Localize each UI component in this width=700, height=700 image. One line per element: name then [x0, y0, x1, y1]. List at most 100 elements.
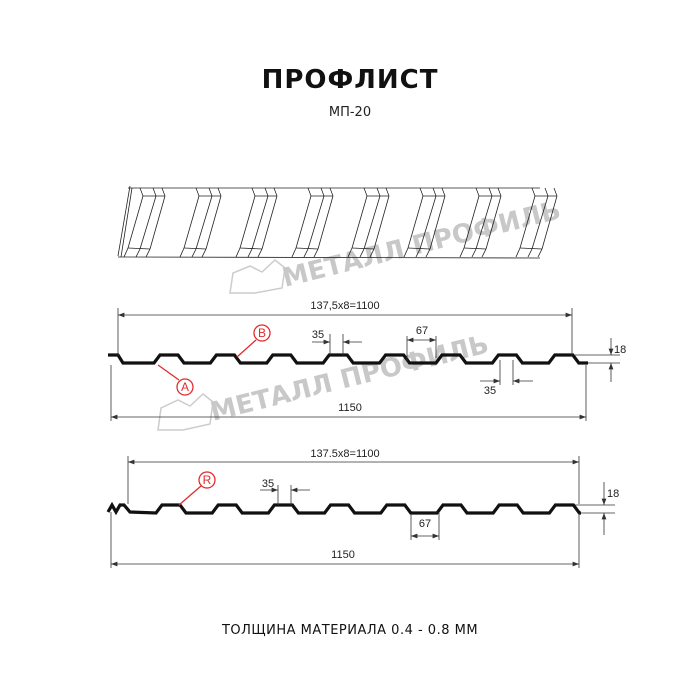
- sheet-edge: [317, 195, 334, 250]
- sheet-edge: [359, 248, 365, 258]
- sheet-edge: [403, 247, 409, 258]
- sheet-edge: [127, 247, 151, 250]
- sheet-edge: [257, 248, 263, 258]
- sheet-edge: [195, 195, 213, 250]
- total-width-label: 1150: [338, 402, 362, 414]
- sheet-edge: [195, 187, 200, 197]
- height-label: 18: [614, 344, 626, 356]
- sheet-edge: [519, 195, 536, 249]
- sheet-edge: [351, 247, 375, 250]
- svg-text:B: B: [258, 326, 266, 340]
- total-width-label: 1150: [331, 549, 355, 561]
- sheet-edge: [527, 248, 533, 258]
- sheet-edge: [463, 247, 487, 250]
- sheet-edge: [205, 195, 222, 250]
- sheet-edge: [208, 187, 213, 197]
- sheet-edge: [347, 247, 353, 258]
- sheet-edge: [135, 248, 141, 258]
- material-thickness-note: ТОЛЩИНА МАТЕРИАЛА 0.4 - 0.8 ММ: [221, 623, 478, 638]
- sheet-edge: [127, 195, 144, 249]
- sheet-edge: [307, 195, 325, 250]
- sheet-edge: [120, 187, 133, 258]
- pitch-label: 137,5x8=1100: [310, 300, 379, 312]
- watermark-logo: МЕТАЛЛ ПРОФИЛЬ: [229, 196, 564, 294]
- sheet-edge: [385, 187, 390, 197]
- svg-text:A: A: [181, 380, 189, 394]
- sheet-edge: [441, 187, 446, 197]
- sheet-edge: [313, 248, 319, 258]
- sheet-edge: [303, 248, 309, 258]
- sheet-edge: [531, 187, 536, 197]
- svg-text:R: R: [203, 473, 212, 487]
- rib-top-label: 35: [262, 478, 274, 490]
- page-title: ПРОФЛИСТ: [262, 65, 439, 95]
- sheet-edge: [295, 247, 319, 250]
- profile-r-section: 137.5x8=1100 1150 35 67 18 R: [106, 448, 619, 568]
- sheet-edge: [376, 187, 381, 197]
- sheet-edge: [251, 187, 256, 197]
- sheet-edge: [329, 187, 334, 197]
- sheet-edge: [373, 195, 390, 250]
- sheet-edge: [201, 248, 207, 258]
- rib-base-label: 67: [419, 518, 431, 530]
- sheet-edge: [531, 195, 549, 250]
- rib-top-label: 35: [312, 329, 324, 341]
- sheet-edge: [139, 195, 157, 250]
- sheet-3d-view: [117, 185, 558, 259]
- sheet-edge: [407, 195, 424, 249]
- sheet-edge: [432, 187, 437, 197]
- logo-icon: [229, 259, 286, 294]
- sheet-edge: [320, 187, 325, 197]
- sheet-edge: [145, 248, 151, 258]
- sheet-edge: [117, 185, 131, 257]
- sheet-edge: [419, 195, 437, 250]
- sheet-edge: [419, 187, 424, 197]
- sheet-edge: [351, 195, 368, 249]
- sheet-edge: [235, 247, 241, 258]
- sheet-edge: [139, 187, 144, 197]
- sheet-edge: [152, 187, 157, 197]
- sheet-edge: [497, 187, 502, 197]
- profile-line: [108, 353, 588, 365]
- sheet-edge: [183, 247, 207, 250]
- sheet-edge: [273, 187, 278, 197]
- sheet-edge: [261, 195, 278, 250]
- sheet-edge: [407, 247, 431, 250]
- sheet-edge: [459, 247, 465, 258]
- sheet-edge: [471, 248, 477, 258]
- height-label: 18: [607, 488, 619, 500]
- sheet-edge: [295, 195, 312, 249]
- rib-base-label: 67: [416, 325, 428, 337]
- sheet-edge: [485, 195, 502, 250]
- sheet-edge: [251, 195, 269, 250]
- page-subtitle: МП-20: [329, 105, 371, 120]
- sheet-edge: [553, 187, 558, 197]
- sheet-edge: [217, 187, 222, 197]
- sheet-edge: [415, 248, 421, 258]
- sheet-edge: [179, 247, 185, 258]
- sheet-edge: [264, 187, 269, 197]
- sheet-edge: [149, 195, 166, 250]
- sheet-edge: [117, 256, 541, 259]
- sheet-edge: [515, 247, 521, 258]
- sheet-edge: [247, 248, 253, 258]
- sheet-edge: [369, 248, 375, 258]
- sheet-edge: [488, 187, 493, 197]
- watermark-logo: МЕТАЛЛ ПРОФИЛЬ: [157, 330, 492, 431]
- sheet-edge: [307, 187, 312, 197]
- profile-ab-section: 137,5x8=1100 1150 35 67 35 18 A B: [108, 300, 626, 421]
- trough-label: 35: [484, 385, 496, 397]
- profile-line: [106, 501, 581, 516]
- sheet-edge: [463, 195, 480, 249]
- callout-a: A: [157, 364, 194, 396]
- callout-r: R: [178, 471, 216, 506]
- sheet-edge: [191, 248, 197, 258]
- sheet-edge: [481, 248, 487, 258]
- sheet-edge: [161, 187, 166, 197]
- sheet-edge: [183, 195, 200, 249]
- sheet-edge: [123, 247, 129, 258]
- sheet-edge: [425, 248, 431, 258]
- sheet-edge: [475, 195, 493, 250]
- sheet-edge: [429, 195, 446, 250]
